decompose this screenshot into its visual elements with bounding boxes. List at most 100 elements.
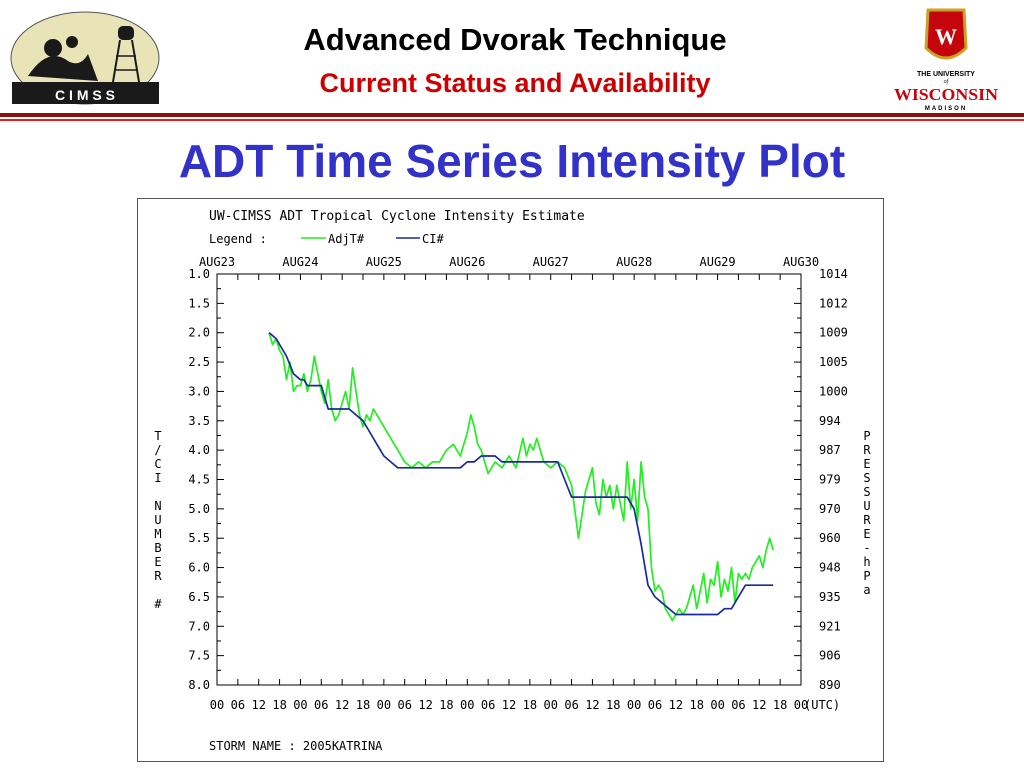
hour-tick-label: 12 xyxy=(335,698,349,712)
pressure-tick-label: 979 xyxy=(819,473,841,487)
uw-line3: MADISON xyxy=(925,106,967,112)
hour-tick-label: 12 xyxy=(752,698,766,712)
uw-line2: WISCONSIN xyxy=(894,85,999,104)
hour-tick-label: 06 xyxy=(564,698,578,712)
y-tick-label: 3.0 xyxy=(188,384,210,398)
pressure-tick-label: 1005 xyxy=(819,355,848,369)
date-tick-label: AUG28 xyxy=(616,255,652,269)
hour-tick-label: 18 xyxy=(606,698,620,712)
date-tick-label: AUG29 xyxy=(700,255,736,269)
pressure-tick-label: 994 xyxy=(819,414,841,428)
hour-tick-label: 12 xyxy=(251,698,265,712)
hour-tick-label: 00 xyxy=(543,698,557,712)
hour-tick-label: 18 xyxy=(272,698,286,712)
hour-tick-label: 00 xyxy=(377,698,391,712)
ylabel-left-char: E xyxy=(154,555,161,569)
hour-tick-label: 00 xyxy=(710,698,724,712)
plot-area xyxy=(216,273,802,686)
date-tick-label: AUG27 xyxy=(533,255,569,269)
crest-letter: W xyxy=(935,24,957,49)
ylabel-left-char: U xyxy=(154,513,161,527)
cimss-logo-text: C I M S S xyxy=(55,87,115,103)
hour-tick-label: 00 xyxy=(627,698,641,712)
ylabel-left-char: M xyxy=(154,527,161,541)
header-rule-red xyxy=(0,119,1024,121)
date-tick-label: AUG30 xyxy=(783,255,819,269)
x-unit-label: (UTC) xyxy=(804,698,840,712)
header-rule-dark xyxy=(0,113,1024,117)
ylabel-right-char: a xyxy=(863,583,870,597)
cimss-logo: C I M S S xyxy=(8,6,163,106)
ylabel-left-char: I xyxy=(154,471,161,485)
ylabel-left-char: / xyxy=(154,443,161,457)
legend-entry-adjt: AdjT# xyxy=(328,232,365,246)
ylabel-right-char: U xyxy=(863,499,870,513)
y-tick-label: 5.0 xyxy=(188,502,210,516)
hour-tick-label: 06 xyxy=(397,698,411,712)
pressure-tick-label: 921 xyxy=(819,619,841,633)
intensity-chart: UW-CIMSS ADT Tropical Cyclone Intensity … xyxy=(154,209,871,753)
hour-tick-label: 06 xyxy=(731,698,745,712)
pressure-tick-label: 960 xyxy=(819,531,841,545)
hour-tick-label: 18 xyxy=(439,698,453,712)
ylabel-right-char: E xyxy=(863,457,870,471)
hour-tick-label: 06 xyxy=(648,698,662,712)
uw-line1: THE UNIVERSITY xyxy=(917,71,975,78)
y-tick-label: 4.5 xyxy=(188,473,210,487)
hour-tick-label: 00 xyxy=(293,698,307,712)
hour-tick-label: 06 xyxy=(481,698,495,712)
hour-tick-label: 12 xyxy=(502,698,516,712)
ylabel-right-char: P xyxy=(863,429,870,443)
ylabel-right-char: E xyxy=(863,527,870,541)
pressure-tick-label: 1012 xyxy=(819,296,848,310)
ylabel-left-char: T xyxy=(154,429,161,443)
ylabel-right-char: P xyxy=(863,569,870,583)
pressure-tick-label: 1000 xyxy=(819,384,848,398)
ylabel-right-char: R xyxy=(863,443,871,457)
pressure-tick-label: 1009 xyxy=(819,326,848,340)
y-tick-label: 2.5 xyxy=(188,355,210,369)
pressure-tick-label: 1014 xyxy=(819,267,848,281)
date-tick-label: AUG25 xyxy=(366,255,402,269)
pressure-tick-label: 906 xyxy=(819,649,841,663)
legend-label: Legend : xyxy=(209,232,267,246)
pressure-tick-label: 890 xyxy=(819,678,841,692)
ylabel-left-char: N xyxy=(154,499,161,513)
y-tick-label: 1.0 xyxy=(188,267,210,281)
pressure-tick-label: 970 xyxy=(819,502,841,516)
hour-tick-label: 12 xyxy=(418,698,432,712)
pressure-tick-label: 948 xyxy=(819,561,841,575)
ylabel-right-char: R xyxy=(863,513,871,527)
ylabel-right-char: h xyxy=(863,555,870,569)
ylabel-left-char: C xyxy=(154,457,161,471)
hour-tick-label: 06 xyxy=(314,698,328,712)
date-tick-label: AUG23 xyxy=(199,255,235,269)
intensity-plot: UW-CIMSS ADT Tropical Cyclone Intensity … xyxy=(137,198,884,762)
y-tick-label: 5.5 xyxy=(188,531,210,545)
y-tick-label: 1.5 xyxy=(188,296,210,310)
hour-tick-label: 00 xyxy=(460,698,474,712)
header-title: Advanced Dvorak Technique xyxy=(303,22,727,57)
header-subtitle: Current Status and Availability xyxy=(319,68,711,98)
hour-tick-label: 18 xyxy=(773,698,787,712)
hour-tick-label: 18 xyxy=(689,698,703,712)
y-tick-label: 7.0 xyxy=(188,619,210,633)
hour-tick-label: 18 xyxy=(523,698,537,712)
ylabel-left-char: R xyxy=(154,569,162,583)
ylabel-right-char: - xyxy=(863,541,870,555)
hour-tick-label: 12 xyxy=(585,698,599,712)
series-line-adjt xyxy=(268,332,775,622)
hour-tick-label: 06 xyxy=(231,698,245,712)
ylabel-right-char: S xyxy=(863,485,870,499)
ylabel-right-char: S xyxy=(863,471,870,485)
slide-title: ADT Time Series Intensity Plot xyxy=(178,135,846,187)
ylabel-left-char: # xyxy=(154,597,162,611)
pressure-tick-label: 935 xyxy=(819,590,841,604)
uw-madison-logo: W THE UNIVERSITY of WISCONSIN MADISON xyxy=(888,4,1004,114)
ylabel-left-char: B xyxy=(154,541,161,555)
storm-name: STORM NAME : 2005KATRINA xyxy=(209,739,383,753)
date-tick-label: AUG26 xyxy=(449,255,485,269)
date-tick-label: AUG24 xyxy=(282,255,318,269)
pressure-tick-label: 987 xyxy=(819,443,841,457)
crest-icon xyxy=(924,8,968,60)
